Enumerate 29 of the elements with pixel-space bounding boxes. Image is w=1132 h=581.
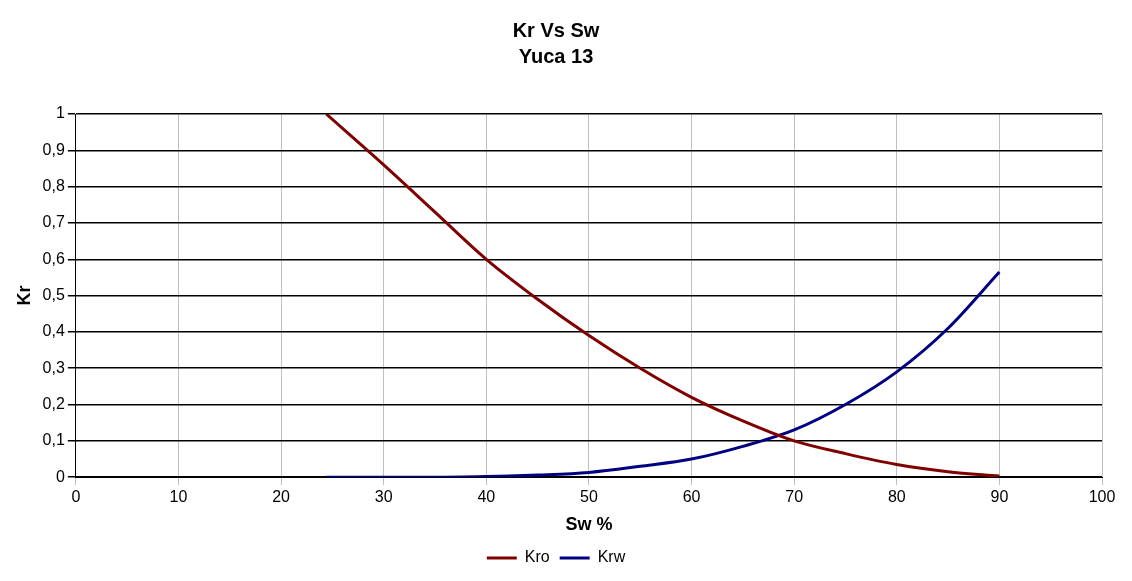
x-tick-label: 30 — [374, 488, 393, 506]
legend-label: Kro — [524, 548, 550, 566]
chart-title: Kr Vs Sw — [512, 18, 600, 41]
legend-label: Krw — [597, 548, 626, 566]
x-tick-label: 20 — [272, 488, 291, 506]
y-tick-label: 0,4 — [42, 322, 65, 340]
y-tick-label: 0,7 — [42, 213, 65, 231]
x-tick-label: 60 — [682, 488, 701, 506]
y-axis-title: Kr — [13, 285, 34, 306]
x-tick-label: 100 — [1088, 488, 1116, 506]
x-tick-label: 40 — [477, 488, 496, 506]
y-tick-label: 0,6 — [42, 249, 65, 267]
x-tick-label: 90 — [990, 488, 1009, 506]
x-tick-label: 80 — [887, 488, 906, 506]
y-tick-label: 0,2 — [42, 394, 65, 412]
x-tick-label: 70 — [785, 488, 804, 506]
y-tick-label: 0,8 — [42, 177, 65, 195]
x-axis-title: Sw % — [565, 514, 613, 535]
x-tick-label: 10 — [169, 488, 188, 506]
y-tick-label: 0,1 — [42, 431, 65, 449]
y-tick-label: 0 — [55, 467, 65, 485]
x-tick-label: 50 — [580, 488, 598, 506]
line-series — [324, 270, 1001, 478]
x-tick-label: 0 — [71, 488, 81, 506]
y-tick-label: 1 — [55, 104, 65, 122]
y-tick-label: 0,9 — [42, 140, 65, 158]
chart-subtitle: Yuca 13 — [518, 44, 594, 67]
y-tick-label: 0,3 — [42, 358, 65, 376]
y-tick-label: 0,5 — [42, 286, 65, 304]
